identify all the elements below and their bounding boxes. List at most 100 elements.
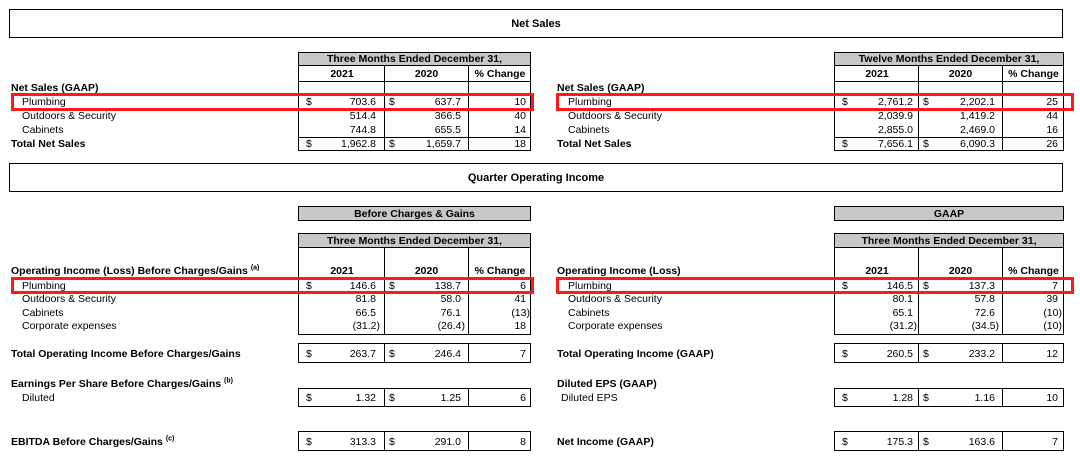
- currency-sign: $: [389, 392, 395, 404]
- currency-sign: $: [306, 138, 312, 150]
- value-2020: 58.0: [440, 293, 461, 305]
- right-eps-2021: 1.28: [892, 392, 913, 404]
- left-op-label: Operating Income (Loss) Before Charges/G…: [11, 264, 260, 278]
- currency-sign: $: [842, 348, 848, 360]
- right-op-col-change: % Change: [1008, 265, 1059, 277]
- left-ebitda-change: 8: [520, 436, 526, 448]
- value-2020: 2,469.0: [959, 124, 995, 136]
- value-2020: 1,659.7: [425, 138, 461, 150]
- left-eps-change: 6: [520, 392, 526, 404]
- left-op-total-label: Total Operating Income Before Charges/Ga…: [11, 348, 241, 360]
- value-2021: 744.8: [349, 124, 376, 136]
- right-eps-label: Diluted EPS (GAAP): [557, 378, 657, 390]
- row-label: Plumbing: [568, 96, 612, 108]
- right-net-income-label: Net Income (GAAP): [557, 436, 654, 448]
- currency-sign: $: [389, 280, 395, 292]
- value-2021: 80.1: [892, 293, 913, 305]
- value-2021: 65.1: [892, 307, 913, 319]
- currency-sign: $: [842, 392, 848, 404]
- value-change: 39: [1046, 293, 1058, 305]
- left-eps-label-text: Earnings Per Share Before Charges/Gains: [11, 378, 222, 390]
- footnote-b: (b): [224, 377, 233, 385]
- left-eps-box: [298, 388, 531, 407]
- value-change: 6: [520, 280, 526, 292]
- row-label: Corporate expenses: [568, 320, 663, 332]
- value-change: 16: [1046, 124, 1058, 136]
- left-op-col-2021: 2021: [330, 265, 354, 277]
- row-label: Cabinets: [568, 124, 610, 136]
- value-2020: 72.6: [974, 307, 995, 319]
- value-2020: 2,202.1: [959, 96, 995, 108]
- operating-title-box: Quarter Operating Income: [9, 163, 1063, 192]
- footnote-a: (a): [250, 264, 260, 272]
- value-2021: 1,962.8: [340, 138, 376, 150]
- currency-sign: $: [389, 436, 395, 448]
- left-op-period-header: Three Months Ended December 31,: [298, 233, 531, 248]
- left-op-total-2020: 246.4: [434, 348, 461, 360]
- value-change: (10): [1043, 307, 1062, 319]
- left-ebitda-2020: 291.0: [434, 436, 461, 448]
- value-2020: 137.3: [968, 280, 995, 292]
- value-2021: 2,855.0: [877, 124, 913, 136]
- value-change: 41: [514, 293, 526, 305]
- left-op-total-change: 7: [520, 348, 526, 360]
- left-op-total-box: [298, 343, 531, 363]
- right-op-total-2020: 233.2: [968, 348, 995, 360]
- operating-title: Quarter Operating Income: [467, 171, 605, 184]
- value-change: (10): [1043, 320, 1062, 332]
- value-2020: (26.4): [437, 320, 465, 332]
- currency-sign: $: [923, 96, 929, 108]
- right-eps-2020: 1.16: [974, 392, 995, 404]
- row-label: Outdoors & Security: [568, 293, 662, 305]
- row-label: Outdoors & Security: [568, 110, 662, 122]
- left-eps-row-label: Diluted: [22, 392, 55, 404]
- value-2020: 6,090.3: [959, 138, 995, 150]
- currency-sign: $: [842, 436, 848, 448]
- value-2021: 146.6: [349, 280, 376, 292]
- left-op-total-2021: 263.7: [349, 348, 376, 360]
- currency-sign: $: [923, 392, 929, 404]
- currency-sign: $: [389, 96, 395, 108]
- right-eps-change: 10: [1046, 392, 1058, 404]
- right-op-total-change: 12: [1046, 348, 1058, 360]
- row-label: Cabinets: [568, 307, 610, 319]
- right-op-total-label: Total Operating Income (GAAP): [557, 348, 714, 360]
- right-eps-row-label: Diluted EPS: [561, 392, 618, 404]
- right-op-col-2021: 2021: [865, 265, 889, 277]
- currency-sign: $: [389, 138, 395, 150]
- currency-sign: $: [306, 96, 312, 108]
- right-eps-box: [834, 388, 1064, 407]
- value-2020: 138.7: [434, 280, 461, 292]
- value-change: 14: [514, 124, 526, 136]
- right-period-header: Twelve Months Ended December 31,: [834, 52, 1064, 66]
- currency-sign: $: [306, 280, 312, 292]
- value-change: 26: [1046, 138, 1058, 150]
- currency-sign: $: [306, 436, 312, 448]
- value-2021: (31.2): [352, 320, 380, 332]
- currency-sign: $: [389, 348, 395, 360]
- value-2021: 7,656.1: [877, 138, 913, 150]
- left-ebitda-2021: 313.3: [349, 436, 376, 448]
- value-change: 7: [1052, 280, 1058, 292]
- row-label: Outdoors & Security: [22, 293, 116, 305]
- right-op-total-box: [834, 343, 1064, 363]
- before-charges-header-text: Before Charges & Gains: [354, 207, 475, 220]
- right-op-period-header: Three Months Ended December 31,: [834, 233, 1064, 248]
- value-2021: 66.5: [355, 307, 376, 319]
- highlight-right-plumbing-sales: [556, 93, 1074, 111]
- right-col-change: % Change: [1008, 68, 1059, 80]
- value-2021: 2,039.9: [877, 110, 913, 122]
- left-eps-2021: 1.32: [355, 392, 376, 404]
- footnote-c: (c): [165, 435, 175, 443]
- right-op-period-header-text: Three Months Ended December 31,: [861, 234, 1037, 247]
- value-change: 44: [1046, 110, 1058, 122]
- value-2020: (34.5): [971, 320, 999, 332]
- value-2021: 2,761.2: [877, 96, 913, 108]
- value-2020: 76.1: [440, 307, 461, 319]
- currency-sign: $: [842, 280, 848, 292]
- left-col-change: % Change: [474, 68, 526, 80]
- currency-sign: $: [842, 138, 848, 150]
- left-col-2020: 2020: [414, 68, 439, 80]
- highlight-left-plumbing-sales: [11, 93, 534, 111]
- value-change: 18: [514, 320, 526, 332]
